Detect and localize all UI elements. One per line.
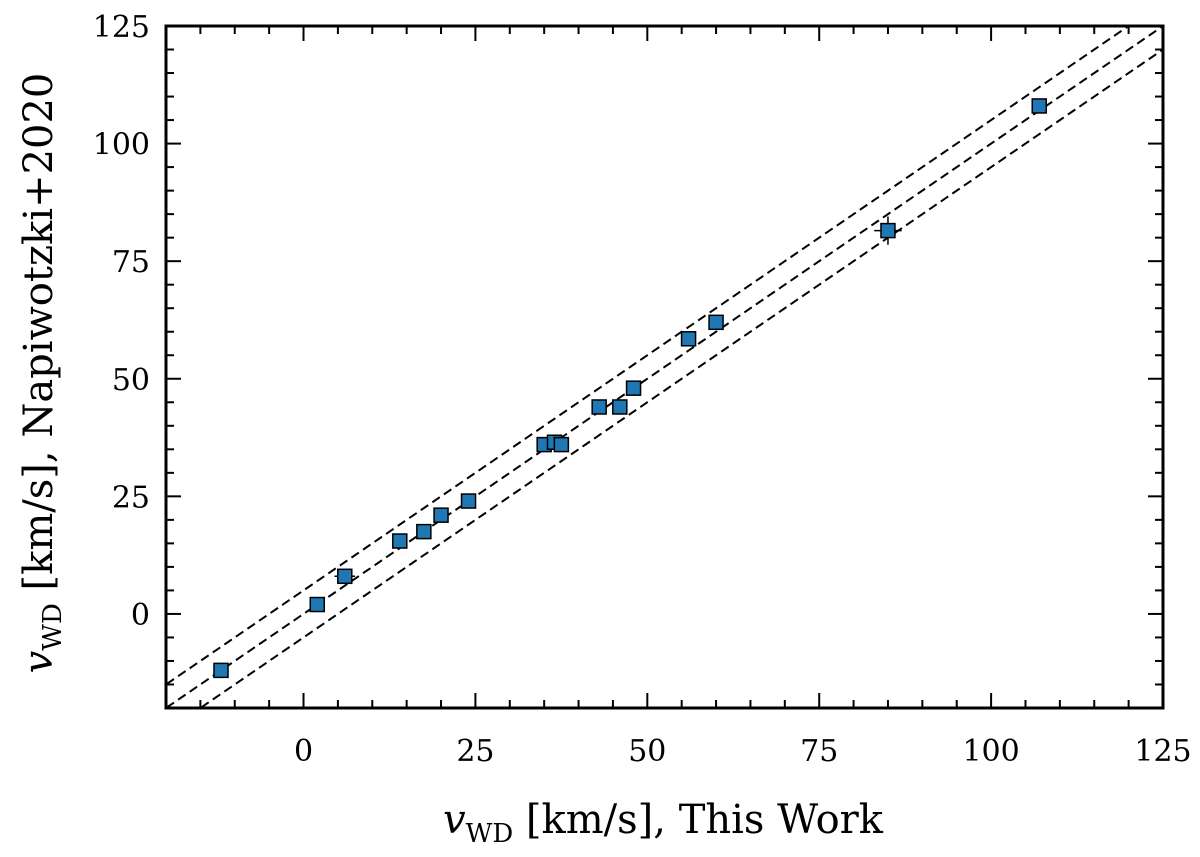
- data-point: [309, 596, 326, 613]
- square-marker: [213, 662, 229, 679]
- data-point: [1031, 98, 1047, 114]
- data-point: [213, 662, 229, 679]
- square-marker: [880, 222, 896, 239]
- plot-frame: [164, 24, 1165, 710]
- square-marker: [460, 493, 477, 509]
- x-tick-label: 25: [456, 734, 494, 769]
- axis-ticks: [166, 26, 1163, 708]
- data-point: [680, 331, 697, 347]
- reference-lines: [166, 26, 1163, 708]
- x-tick-labels: 0 25 50 75 100 125: [294, 734, 1192, 769]
- square-marker: [680, 331, 697, 347]
- square-marker: [416, 523, 432, 540]
- square-marker: [337, 568, 353, 585]
- square-marker: [708, 314, 724, 331]
- data-point: [460, 493, 477, 509]
- data-points: [213, 98, 1047, 679]
- data-point: [334, 568, 356, 585]
- square-marker: [392, 533, 408, 549]
- square-marker: [591, 399, 607, 415]
- reference-line-upper-offset: [166, 26, 1131, 686]
- data-point: [874, 216, 902, 245]
- data-point: [591, 399, 607, 415]
- square-marker: [612, 399, 628, 415]
- y-tick-labels: 0 25 50 75 100 125: [93, 10, 150, 633]
- square-marker: [1031, 98, 1047, 114]
- x-tick-label: 75: [800, 734, 838, 769]
- reference-line-one-to-one: [166, 26, 1163, 708]
- y-tick-label: 100: [93, 128, 150, 163]
- data-point: [553, 436, 570, 453]
- data-point: [392, 533, 408, 549]
- square-marker: [625, 380, 642, 396]
- data-point: [612, 399, 628, 415]
- y-tick-label: 25: [112, 480, 150, 515]
- data-point: [625, 380, 642, 396]
- y-tick-label: 0: [131, 598, 150, 633]
- x-tick-label: 0: [294, 734, 313, 769]
- x-tick-label: 125: [1134, 734, 1191, 769]
- square-marker: [553, 436, 570, 453]
- reference-line-lower-offset: [198, 48, 1163, 708]
- y-axis-label: vWD [km/s], Napiwotzki+2020: [16, 73, 68, 674]
- y-tick-label: 50: [112, 363, 150, 398]
- data-point: [416, 523, 432, 540]
- data-point: [708, 314, 724, 331]
- x-tick-label: 50: [628, 734, 666, 769]
- square-marker: [309, 596, 326, 613]
- x-tick-label: 100: [962, 734, 1019, 769]
- y-tick-label: 125: [93, 10, 150, 45]
- x-axis-label: vWD [km/s], This Work: [443, 797, 884, 849]
- y-tick-label: 75: [112, 245, 150, 280]
- data-point: [433, 507, 449, 523]
- square-marker: [433, 507, 449, 523]
